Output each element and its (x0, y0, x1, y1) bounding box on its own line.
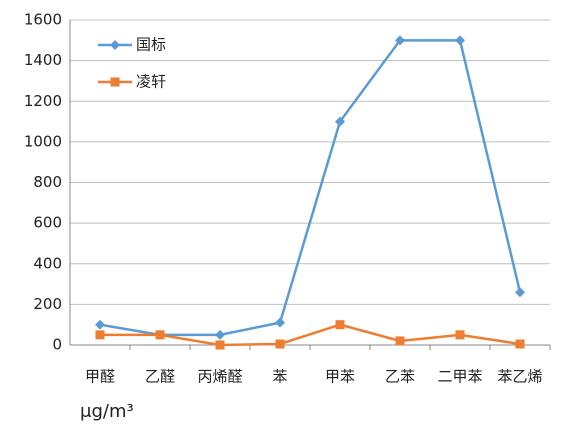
marker (155, 330, 165, 340)
x-tick-label: 乙苯 (385, 368, 415, 386)
marker (275, 317, 285, 328)
x-tick-label: 乙醛 (145, 368, 175, 386)
marker (515, 287, 525, 298)
legend-marker (110, 40, 120, 50)
marker (395, 35, 405, 46)
y-tick-label: 0 (52, 336, 62, 354)
x-tick-label: 二甲苯 (437, 368, 482, 386)
unit-label: μg/m³ (80, 401, 134, 422)
y-tick-label: 800 (33, 173, 62, 191)
marker (215, 329, 225, 340)
y-tick-label: 400 (33, 254, 62, 272)
marker (455, 35, 465, 46)
marker (215, 340, 225, 350)
marker (335, 116, 345, 127)
y-tick-label: 600 (33, 214, 62, 232)
marker (395, 336, 405, 346)
marker (95, 330, 105, 340)
x-tick-label: 苯 (272, 368, 287, 386)
x-tick-label: 苯乙烯 (497, 368, 542, 386)
x-tick-label: 丙烯醛 (197, 368, 242, 386)
legend-label: 凌轩 (136, 73, 166, 91)
x-tick-label: 甲苯 (325, 368, 355, 386)
marker (275, 339, 285, 349)
x-tick-label: 甲醛 (85, 368, 115, 386)
series-line (100, 323, 521, 347)
legend-marker (110, 77, 120, 87)
legend-label: 国标 (136, 36, 166, 54)
y-tick-label: 1000 (24, 132, 62, 150)
marker (455, 330, 465, 340)
y-tick-label: 1200 (24, 92, 62, 110)
y-tick-label: 1400 (24, 51, 62, 69)
marker (515, 339, 525, 349)
y-tick-label: 200 (33, 295, 62, 313)
marker (95, 319, 105, 330)
series-line (99, 39, 522, 337)
marker (335, 320, 345, 330)
y-tick-label: 1600 (24, 11, 62, 29)
